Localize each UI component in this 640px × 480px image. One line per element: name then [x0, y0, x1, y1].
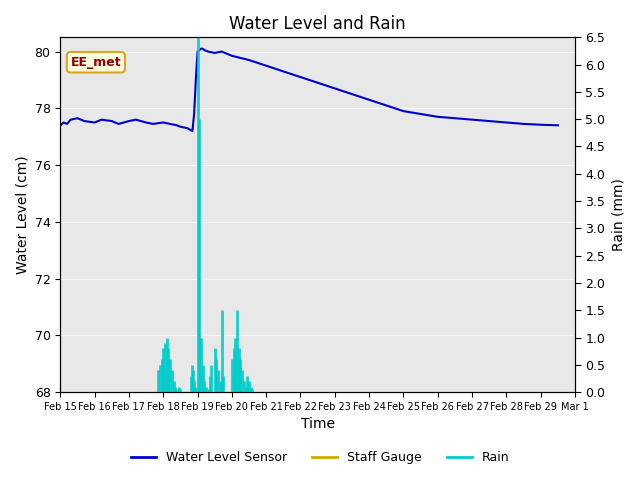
- Water Level Sensor: [149, 121, 157, 127]
- Water Level Sensor: [451, 115, 459, 121]
- Water Level Sensor: [331, 85, 339, 91]
- Water Level Sensor: [56, 122, 64, 128]
- Water Level Sensor: [218, 48, 225, 54]
- Water Level Sensor: [74, 115, 81, 121]
- Line: Water Level Sensor: Water Level Sensor: [60, 48, 558, 131]
- Water Level Sensor: [417, 111, 424, 117]
- Water Level Sensor: [194, 48, 202, 54]
- Water Level Sensor: [184, 125, 191, 131]
- Water Level Sensor: [60, 120, 68, 125]
- Water Level Sensor: [98, 117, 106, 122]
- Water Level Sensor: [159, 120, 167, 125]
- Water Level Sensor: [142, 120, 150, 125]
- Text: EE_met: EE_met: [70, 56, 121, 69]
- Water Level Sensor: [166, 121, 174, 127]
- Water Level Sensor: [125, 118, 132, 124]
- Water Level Sensor: [200, 47, 208, 53]
- Water Level Sensor: [192, 77, 200, 83]
- Water Level Sensor: [537, 122, 545, 128]
- Water Level Sensor: [189, 128, 196, 134]
- Water Level Sensor: [520, 121, 527, 127]
- X-axis label: Time: Time: [301, 418, 335, 432]
- Water Level Sensor: [197, 46, 205, 51]
- Water Level Sensor: [365, 97, 373, 103]
- Water Level Sensor: [91, 120, 99, 125]
- Water Level Sensor: [485, 118, 493, 124]
- Water Level Sensor: [314, 80, 321, 85]
- Water Level Sensor: [63, 121, 71, 127]
- Water Level Sensor: [195, 47, 203, 53]
- Water Level Sensor: [502, 120, 510, 125]
- Water Level Sensor: [204, 48, 212, 54]
- Water Level Sensor: [245, 57, 253, 63]
- Water Level Sensor: [554, 122, 562, 128]
- Legend: Water Level Sensor, Staff Gauge, Rain: Water Level Sensor, Staff Gauge, Rain: [125, 446, 515, 469]
- Water Level Sensor: [211, 50, 218, 56]
- Water Level Sensor: [67, 117, 74, 122]
- Water Level Sensor: [228, 53, 236, 59]
- Water Level Sensor: [297, 74, 305, 80]
- Water Level Sensor: [132, 117, 140, 122]
- Water Level Sensor: [383, 103, 390, 108]
- Water Level Sensor: [108, 118, 116, 124]
- Y-axis label: Water Level (cm): Water Level (cm): [15, 156, 29, 274]
- Water Level Sensor: [199, 46, 207, 51]
- Water Level Sensor: [468, 117, 476, 122]
- Water Level Sensor: [190, 111, 198, 117]
- Y-axis label: Rain (mm): Rain (mm): [611, 178, 625, 251]
- Water Level Sensor: [115, 121, 122, 127]
- Title: Water Level and Rain: Water Level and Rain: [229, 15, 406, 33]
- Water Level Sensor: [262, 63, 270, 69]
- Water Level Sensor: [348, 91, 356, 97]
- Water Level Sensor: [399, 108, 407, 114]
- Water Level Sensor: [173, 122, 180, 128]
- Water Level Sensor: [177, 124, 184, 130]
- Water Level Sensor: [434, 114, 442, 120]
- Water Level Sensor: [280, 69, 287, 74]
- Water Level Sensor: [81, 118, 88, 124]
